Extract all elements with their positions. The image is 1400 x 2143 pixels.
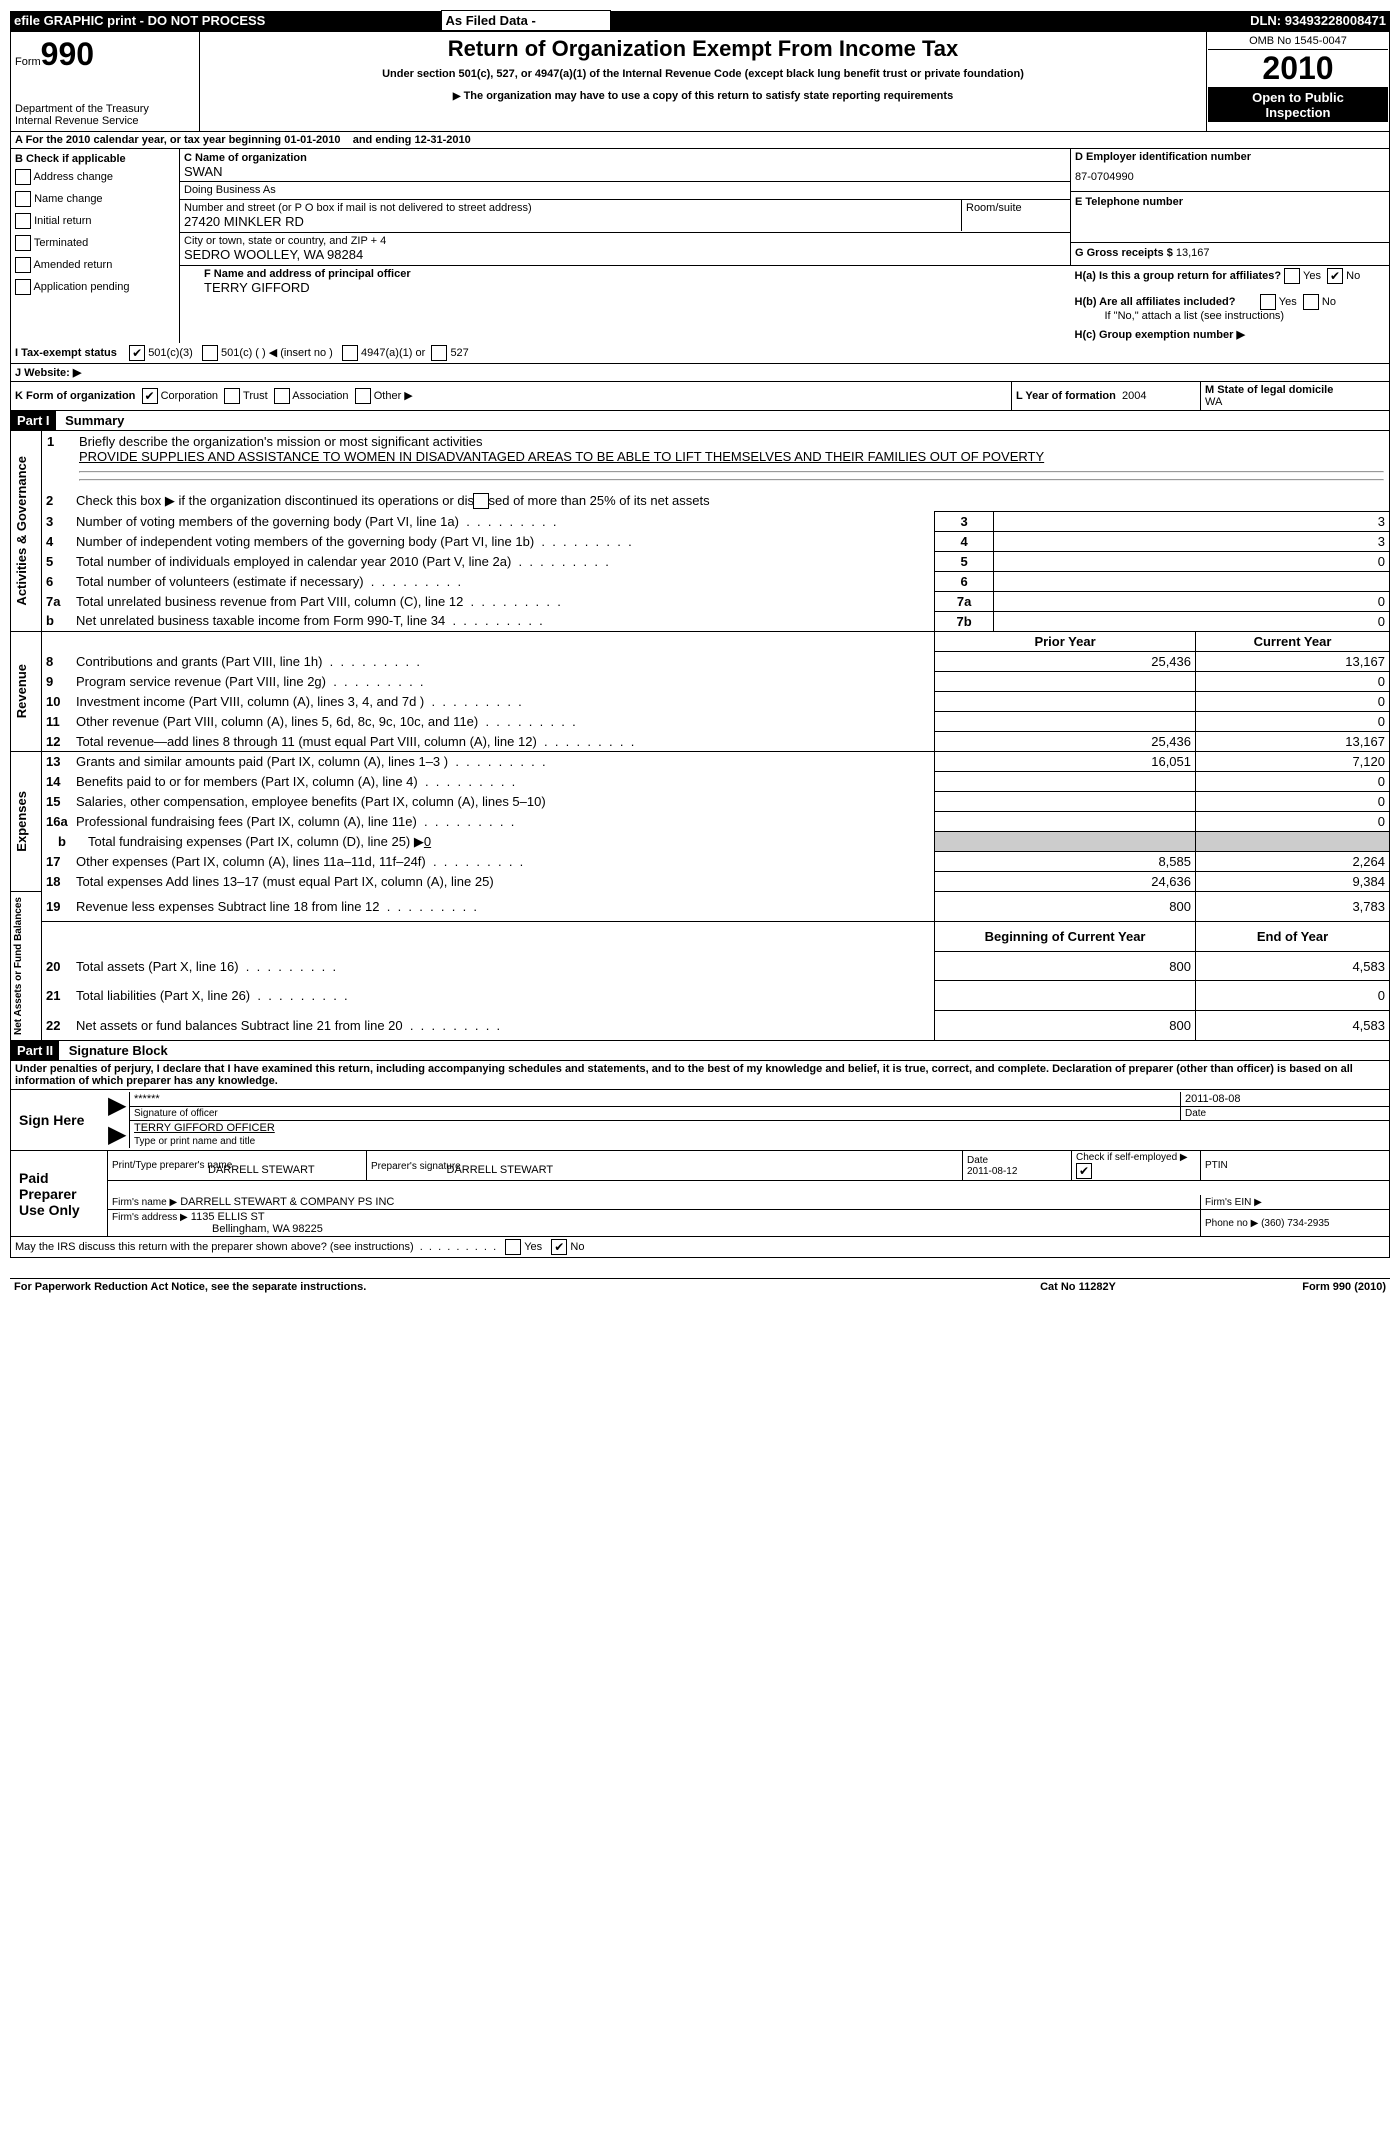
city-label: City or town, state or country, and ZIP … <box>184 235 1066 247</box>
dln-label: DLN: <box>1250 13 1281 28</box>
return-title: Return of Organization Exempt From Incom… <box>204 36 1202 62</box>
k-trust-cb[interactable] <box>224 388 240 404</box>
k-assoc-cb[interactable] <box>274 388 290 404</box>
initial-cb[interactable] <box>15 213 31 229</box>
c-name-label: C Name of organization <box>184 152 1066 164</box>
discuss-yes-cb[interactable] <box>505 1239 521 1255</box>
addr-change-cb[interactable] <box>15 169 31 185</box>
footer: For Paperwork Reduction Act Notice, see … <box>10 1278 1390 1295</box>
i-501c-cb[interactable] <box>202 345 218 361</box>
line-a: A For the 2010 calendar year, or tax yea… <box>10 132 1390 149</box>
form-number: 990 <box>41 36 94 72</box>
perjury: Under penalties of perjury, I declare th… <box>10 1061 1390 1090</box>
tax-year: 2010 <box>1208 50 1388 88</box>
k-corp-cb[interactable]: ✔ <box>142 388 158 404</box>
hb-no-cb[interactable] <box>1303 294 1319 310</box>
paid-preparer-block: Paid Preparer Use Only Print/Type prepar… <box>10 1151 1390 1237</box>
officer-name: TERRY GIFFORD <box>184 280 1067 295</box>
line-klm: K Form of organization ✔ Corporation Tru… <box>10 382 1390 411</box>
name-change-cb[interactable] <box>15 191 31 207</box>
line-i: I Tax-exempt status ✔ 501(c)(3) 501(c) (… <box>10 343 1390 364</box>
dept2: Internal Revenue Service <box>15 115 195 127</box>
pending-cb[interactable] <box>15 279 31 295</box>
hb-yes-cb[interactable] <box>1260 294 1276 310</box>
omb: OMB No 1545-0047 <box>1208 33 1388 50</box>
part2-header: Part II <box>11 1041 59 1060</box>
ein: 87-0704990 <box>1075 171 1385 183</box>
amended-cb[interactable] <box>15 257 31 273</box>
dept1: Department of the Treasury <box>15 103 195 115</box>
i-527-cb[interactable] <box>431 345 447 361</box>
org-name: SWAN <box>184 164 1066 179</box>
open1: Open to Public <box>1212 90 1384 105</box>
k-other-cb[interactable] <box>355 388 371 404</box>
f-label: F Name and address of principal officer <box>184 268 1067 280</box>
room-label: Room/suite <box>962 200 1071 231</box>
line-j: J Website: ▶ <box>10 364 1390 382</box>
g-label: G Gross receipts $ <box>1075 247 1173 259</box>
form-word: Form <box>15 56 41 68</box>
discuss-no-cb[interactable]: ✔ <box>551 1239 567 1255</box>
discuss-line: May the IRS discuss this return with the… <box>10 1237 1390 1258</box>
part2-title: Signature Block <box>63 1041 174 1060</box>
l2-cb[interactable] <box>473 493 489 509</box>
dba-label: Doing Business As <box>180 182 1071 200</box>
part1-header: Part I <box>11 411 56 430</box>
ha-no-cb[interactable]: ✔ <box>1327 268 1343 284</box>
street: 27420 MINKLER RD <box>184 214 957 229</box>
part1-title: Summary <box>59 411 130 430</box>
efile-label: efile GRAPHIC print - DO NOT PROCESS <box>10 11 441 31</box>
entity-block: B Check if applicable Address change Nam… <box>10 149 1390 343</box>
topbar: efile GRAPHIC print - DO NOT PROCESS As … <box>10 10 1390 31</box>
d-label: D Employer identification number <box>1075 151 1385 163</box>
city: SEDRO WOOLLEY, WA 98284 <box>184 247 1066 262</box>
self-emp-cb[interactable]: ✔ <box>1076 1163 1092 1179</box>
e-label: E Telephone number <box>1071 191 1389 212</box>
subtitle2: The organization may have to use a copy … <box>464 90 954 102</box>
ha-yes-cb[interactable] <box>1284 268 1300 284</box>
terminated-cb[interactable] <box>15 235 31 251</box>
mission-text: PROVIDE SUPPLIES AND ASSISTANCE TO WOMEN… <box>79 449 1044 464</box>
gross-receipts: 13,167 <box>1176 247 1210 259</box>
header: Form990 Department of the Treasury Inter… <box>10 31 1390 132</box>
open2: Inspection <box>1212 105 1384 120</box>
sign-here-block: Sign Here ▶▶ ****** 2011-08-08 Signature… <box>10 1090 1390 1151</box>
i-4947-cb[interactable] <box>342 345 358 361</box>
i-501c3-cb[interactable]: ✔ <box>129 345 145 361</box>
asfiled-label: As Filed Data - <box>441 11 610 31</box>
subtitle1: Under section 501(c), 527, or 4947(a)(1)… <box>264 68 1142 80</box>
dln-value: 93493228008471 <box>1285 13 1386 28</box>
street-label: Number and street (or P O box if mail is… <box>184 202 957 214</box>
b-label: B Check if applicable <box>15 153 175 165</box>
part1-table: Activities & Governance 1 Briefly descri… <box>10 431 1390 1041</box>
